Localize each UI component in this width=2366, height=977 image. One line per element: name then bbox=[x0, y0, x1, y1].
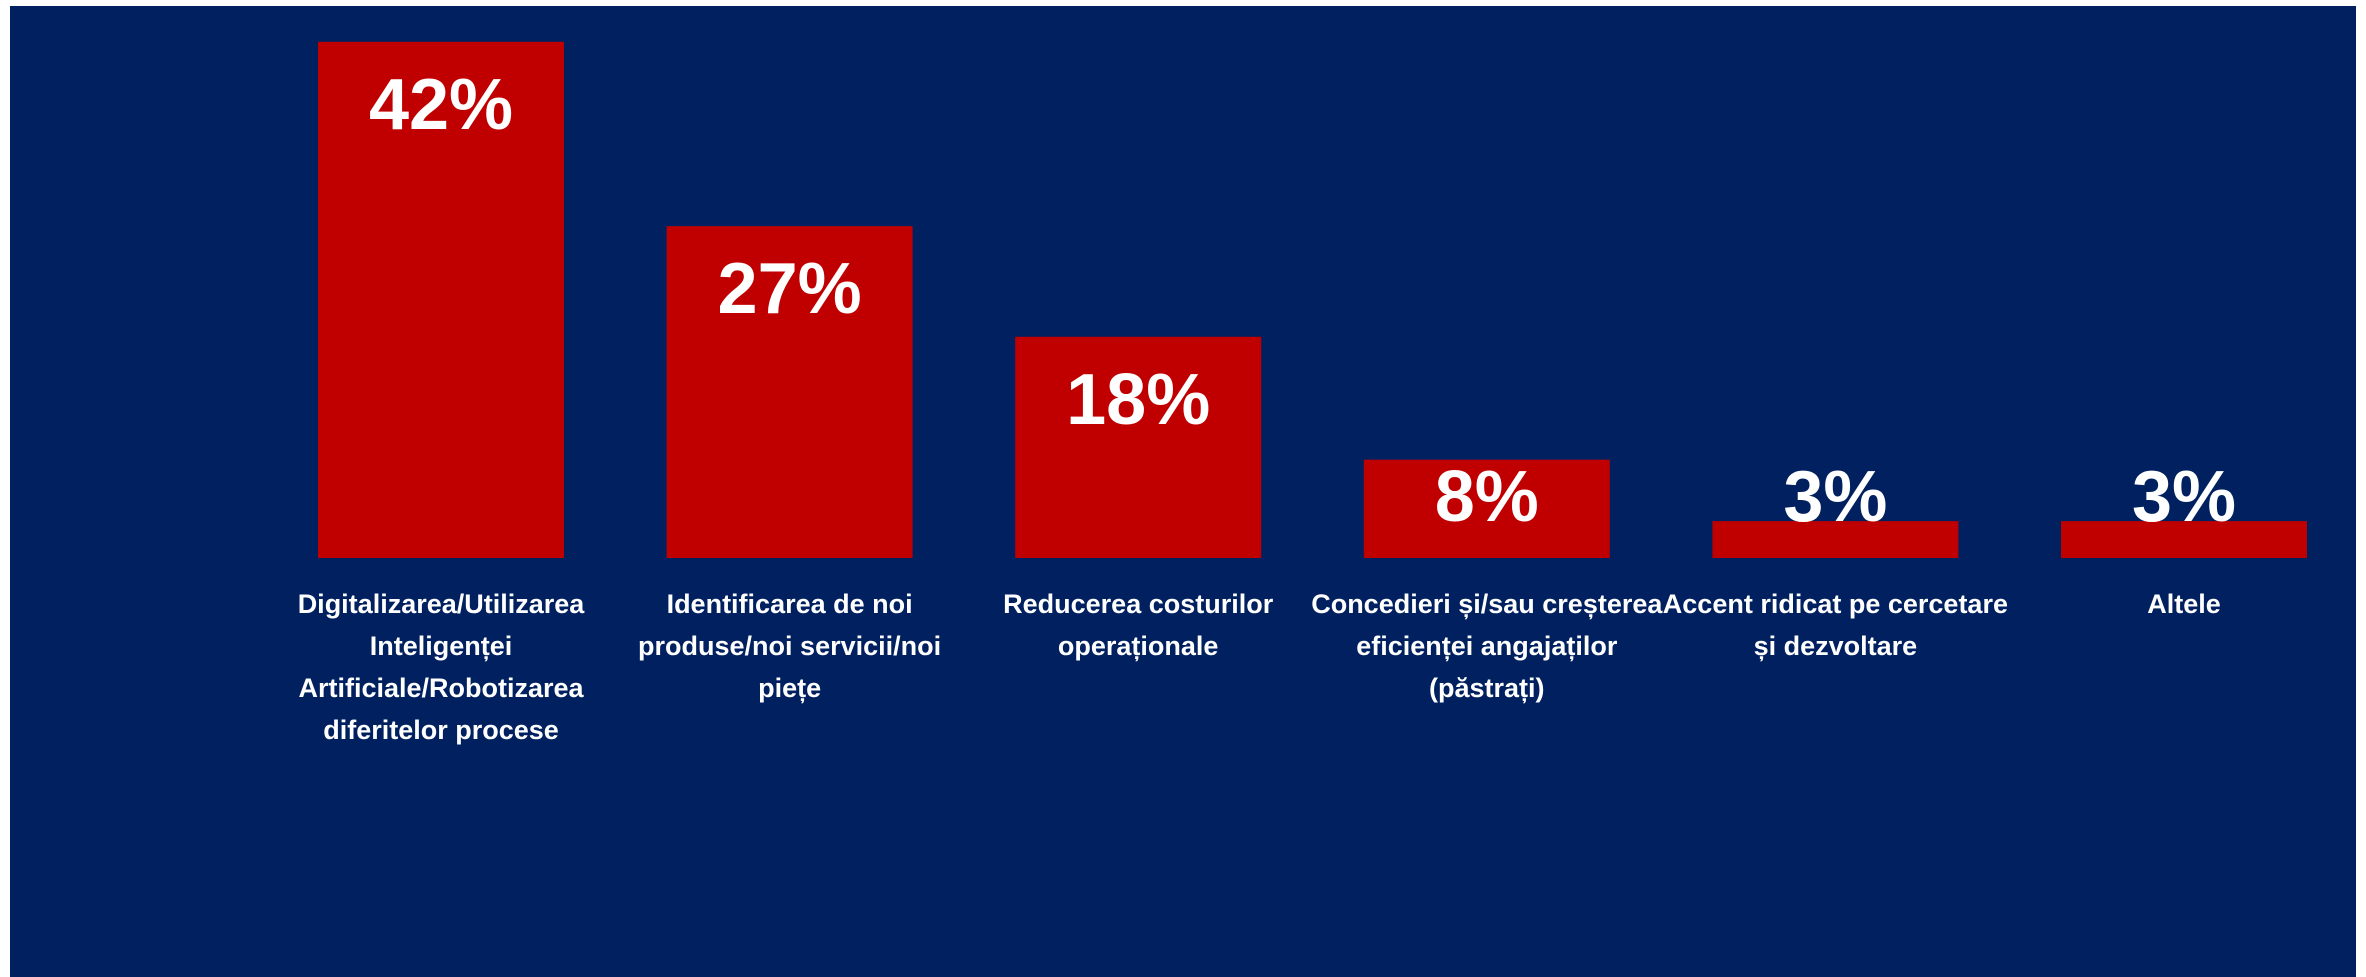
category-label: Digitalizarea/Utilizarea Inteligenței Ar… bbox=[297, 589, 585, 745]
value-label: 42% bbox=[369, 65, 513, 145]
value-label: 3% bbox=[1783, 457, 1887, 537]
bar bbox=[318, 41, 564, 558]
category-label: Identificarea de noi produse/noi servici… bbox=[638, 589, 942, 703]
category-label: Altele bbox=[2147, 589, 2221, 619]
value-label: 3% bbox=[2132, 457, 2236, 537]
bar bbox=[1712, 521, 1959, 558]
bar bbox=[1015, 336, 1262, 558]
category-label: Reducerea costurilor operaționale bbox=[1003, 589, 1274, 661]
value-label: 18% bbox=[1066, 360, 1210, 440]
category-label: Concedieri și/sau creșterea eficienței a… bbox=[1311, 589, 1663, 703]
value-label: 8% bbox=[1435, 457, 1539, 537]
bar bbox=[666, 226, 913, 559]
category-label: Accent ridicat pe cercetare și dezvoltar… bbox=[1662, 589, 2008, 661]
bar bbox=[2061, 521, 2307, 558]
value-label: 27% bbox=[718, 249, 862, 329]
bar bbox=[1363, 459, 1610, 558]
